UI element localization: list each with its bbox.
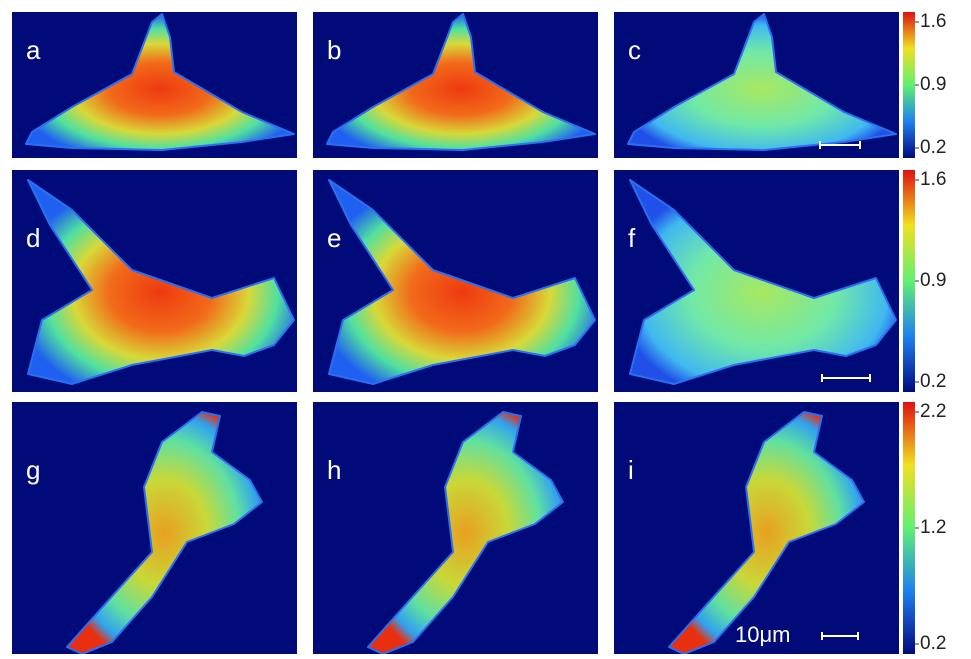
panel-label: b (327, 35, 341, 65)
panel-label: d (26, 223, 40, 253)
colorbar-tick-label: 2.2 (920, 401, 946, 422)
panel-label: a (26, 35, 41, 65)
scale-bar-label: 10μm (735, 622, 790, 647)
colorbar (903, 170, 915, 392)
panel: h (313, 402, 598, 654)
figure: a b c d e f g h i 10μm 1.6 0.9 0.2 1.6 0.9 0.2 2.2 1.2 0.2 (0, 0, 971, 654)
colorbar-tick-label: 1.6 (920, 11, 946, 32)
panel: e (313, 170, 598, 392)
colorbar-tick-label: 0.2 (920, 371, 946, 392)
panel-label: c (628, 35, 641, 65)
panel: d (12, 170, 297, 392)
colorbar (903, 402, 915, 654)
colorbar (903, 12, 915, 158)
panel-label: h (327, 455, 341, 485)
panel: a (12, 12, 297, 158)
colorbar-tick-label: 0.9 (920, 270, 946, 291)
panel: i (614, 402, 899, 654)
colorbar-tick-label: 0.2 (920, 137, 946, 158)
panel: b (313, 12, 598, 158)
colorbar-tick-label: 1.2 (920, 517, 946, 538)
page: a b c d e f g h i 10μm 1.6 0.9 0.2 1.6 0.9 0.2 2.2 1.2 0.2… (0, 0, 971, 659)
colorbar-tick-label: 0.2 (920, 633, 946, 654)
colorbar-tick-label: 1.6 (920, 169, 946, 190)
panel-label: e (327, 223, 341, 253)
panel: c (614, 12, 899, 158)
panel: f (614, 170, 899, 392)
panel-label: i (628, 455, 634, 485)
panel-label: g (26, 455, 40, 485)
panel-label: f (628, 223, 636, 253)
panel: g (12, 402, 297, 654)
colorbar-tick-label: 0.9 (920, 74, 946, 95)
